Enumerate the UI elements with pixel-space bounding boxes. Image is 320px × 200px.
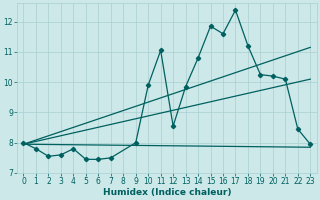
X-axis label: Humidex (Indice chaleur): Humidex (Indice chaleur) <box>103 188 231 197</box>
